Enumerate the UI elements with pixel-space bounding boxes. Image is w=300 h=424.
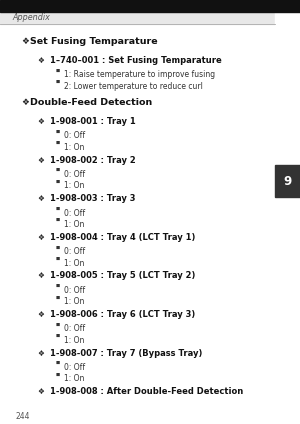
Text: 1–740–001 : Set Fusing Temparature: 1–740–001 : Set Fusing Temparature — [50, 56, 221, 65]
Text: ■: ■ — [56, 130, 60, 134]
Text: ❖: ❖ — [21, 98, 29, 107]
Text: 1: On: 1: On — [64, 220, 85, 229]
Text: 244: 244 — [15, 412, 29, 421]
Text: 1-908-005 : Tray 5 (LCT Tray 2): 1-908-005 : Tray 5 (LCT Tray 2) — [50, 271, 195, 280]
Text: ❖: ❖ — [38, 194, 44, 203]
Text: ■: ■ — [56, 180, 60, 184]
Text: ■: ■ — [56, 296, 60, 299]
Text: ■: ■ — [56, 80, 60, 84]
Text: 0: Off: 0: Off — [64, 170, 86, 179]
Text: Appendix: Appendix — [12, 13, 50, 22]
Text: ❖: ❖ — [38, 56, 44, 65]
Bar — [274, 0, 300, 424]
Text: 1: On: 1: On — [64, 336, 85, 345]
Text: 9: 9 — [283, 175, 291, 188]
Text: 1-908-008 : After Double-Feed Detection: 1-908-008 : After Double-Feed Detection — [50, 387, 243, 396]
Text: 1-908-003 : Tray 3: 1-908-003 : Tray 3 — [50, 194, 135, 203]
Text: ❖: ❖ — [38, 387, 44, 396]
Text: 1: On: 1: On — [64, 143, 85, 152]
Text: 1: On: 1: On — [64, 181, 85, 190]
Text: ■: ■ — [56, 373, 60, 377]
Text: ❖: ❖ — [38, 117, 44, 126]
Text: 0: Off: 0: Off — [64, 247, 86, 256]
Text: ❖: ❖ — [38, 271, 44, 280]
Text: ❖: ❖ — [38, 310, 44, 319]
Text: 2: Lower temperature to reduce curl: 2: Lower temperature to reduce curl — [64, 82, 203, 91]
Text: ■: ■ — [56, 323, 60, 326]
Text: 1: On: 1: On — [64, 297, 85, 306]
Text: ❖: ❖ — [38, 233, 44, 242]
Text: 1: On: 1: On — [64, 259, 85, 268]
Text: ■: ■ — [56, 257, 60, 261]
Bar — [0, 12, 274, 24]
Text: 0: Off: 0: Off — [64, 286, 86, 295]
Text: Double-Feed Detection: Double-Feed Detection — [30, 98, 152, 107]
Text: ■: ■ — [56, 361, 60, 365]
Text: ■: ■ — [56, 207, 60, 211]
Text: ■: ■ — [56, 334, 60, 338]
Text: 1: On: 1: On — [64, 374, 85, 383]
Text: 0: Off: 0: Off — [64, 209, 86, 218]
Text: Set Fusing Temparature: Set Fusing Temparature — [30, 37, 158, 46]
Text: 1-908-006 : Tray 6 (LCT Tray 3): 1-908-006 : Tray 6 (LCT Tray 3) — [50, 310, 195, 319]
Text: ❖: ❖ — [38, 156, 44, 165]
Text: 0: Off: 0: Off — [64, 363, 86, 372]
Text: ■: ■ — [56, 218, 60, 222]
Text: ❖: ❖ — [38, 349, 44, 357]
Text: 1-908-001 : Tray 1: 1-908-001 : Tray 1 — [50, 117, 135, 126]
Text: ■: ■ — [56, 168, 60, 172]
Text: 1: Raise temperature to improve fusing: 1: Raise temperature to improve fusing — [64, 70, 216, 79]
Text: ■: ■ — [56, 69, 60, 73]
Bar — [274, 165, 300, 197]
Text: 1-908-007 : Tray 7 (Bypass Tray): 1-908-007 : Tray 7 (Bypass Tray) — [50, 349, 202, 357]
Text: ■: ■ — [56, 284, 60, 288]
Text: 0: Off: 0: Off — [64, 324, 86, 333]
Text: ❖: ❖ — [21, 37, 29, 46]
Text: 1-908-002 : Tray 2: 1-908-002 : Tray 2 — [50, 156, 135, 165]
Text: 1-908-004 : Tray 4 (LCT Tray 1): 1-908-004 : Tray 4 (LCT Tray 1) — [50, 233, 195, 242]
Bar — [0, 0, 300, 12]
Text: 0: Off: 0: Off — [64, 131, 86, 140]
Text: ■: ■ — [56, 245, 60, 249]
Text: ■: ■ — [56, 141, 60, 145]
